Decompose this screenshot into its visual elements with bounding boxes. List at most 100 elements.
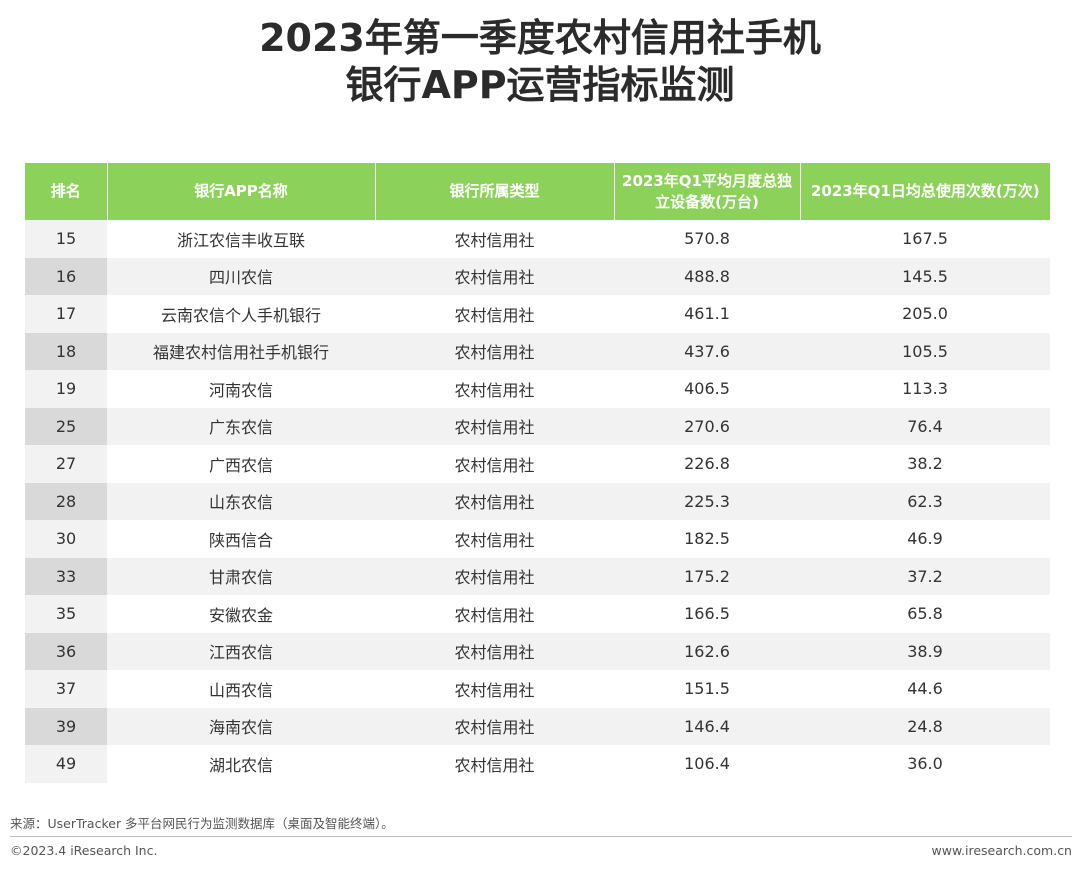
cell-rank: 16 (25, 257, 107, 295)
table-header-row: 排名 银行APP名称 银行所属类型 2023年Q1平均月度总独立设备数(万台) … (25, 163, 1050, 220)
cell-daily-usage: 24.8 (800, 707, 1050, 745)
cell-monthly-devices: 166.5 (684, 604, 730, 624)
header-bank-type: 银行所属类型 (374, 163, 614, 220)
table-row: 33 甘肃农信 农村信用社 175.2 37.2 (25, 557, 1050, 595)
table-row: 30 陕西信合 农村信用社 182.5 46.9 (25, 520, 1050, 558)
cell-app-name: 云南农信个人手机银行 (160, 305, 321, 325)
table-row: 15 浙江农信丰收互联 农村信用社 570.8 167.5 (25, 220, 1050, 258)
cell-app-name: 四川农信 (107, 257, 375, 295)
cell-monthly-devices: 461.1 (684, 304, 730, 324)
cell-rank: 18 (25, 332, 107, 370)
cell-bank-type: 农村信用社 (375, 332, 614, 370)
table-row: 37 山西农信 农村信用社 151.5 44.6 (25, 670, 1050, 708)
cell-bank-type: 农村信用社 (375, 257, 614, 295)
cell-rank: 49 (25, 745, 107, 783)
table-row: 27 广西农信 农村信用社 226.8 38.2 (25, 445, 1050, 483)
cell-app-name: 海南农信 (107, 707, 375, 745)
cell-rank: 36 (25, 632, 107, 670)
cell-rank: 28 (25, 482, 107, 520)
cell-app-name: 甘肃农信 (107, 557, 375, 595)
cell-bank-type: 农村信用社 (375, 482, 614, 520)
cell-bank-type: 农村信用社 (454, 755, 535, 775)
table-row: 25 广东农信 农村信用社 270.6 76.4 (25, 407, 1050, 445)
cell-monthly-devices: 270.6 (614, 407, 800, 445)
header-daily-usage: 2023年Q1日均总使用次数(万次) (799, 163, 1050, 220)
cell-bank-type: 农村信用社 (454, 680, 535, 700)
cell-monthly-devices: 151.5 (684, 679, 730, 699)
cell-daily-usage: 65.8 (907, 604, 943, 624)
cell-monthly-devices: 226.8 (684, 454, 730, 474)
table-row: 39 海南农信 农村信用社 146.4 24.8 (25, 707, 1050, 745)
cell-monthly-devices: 406.5 (684, 379, 730, 399)
cell-monthly-devices: 488.8 (614, 257, 800, 295)
cell-rank: 33 (25, 557, 107, 595)
cell-monthly-devices: 162.6 (614, 632, 800, 670)
cell-daily-usage: 113.3 (902, 379, 948, 399)
cell-rank: 17 (25, 295, 107, 333)
cell-monthly-devices: 106.4 (684, 754, 730, 774)
cell-daily-usage: 36.0 (907, 754, 943, 774)
cell-app-name: 山东农信 (107, 482, 375, 520)
cell-app-name: 福建农村信用社手机银行 (107, 332, 375, 370)
footer-divider (10, 836, 1072, 837)
table-row: 17 云南农信个人手机银行 农村信用社 461.1 205.0 (25, 295, 1050, 333)
cell-bank-type: 农村信用社 (375, 407, 614, 445)
ranking-table: 排名 银行APP名称 银行所属类型 2023年Q1平均月度总独立设备数(万台) … (25, 163, 1050, 783)
cell-rank: 19 (25, 370, 107, 408)
cell-bank-type: 农村信用社 (375, 557, 614, 595)
cell-rank: 30 (25, 520, 107, 558)
table-row: 19 河南农信 农村信用社 406.5 113.3 (25, 370, 1050, 408)
cell-daily-usage: 145.5 (800, 257, 1050, 295)
cell-app-name: 江西农信 (107, 632, 375, 670)
cell-daily-usage: 105.5 (800, 332, 1050, 370)
cell-app-name: 广东农信 (107, 407, 375, 445)
cell-monthly-devices: 437.6 (614, 332, 800, 370)
cell-app-name: 安徽农金 (208, 605, 273, 625)
cell-rank: 25 (25, 407, 107, 445)
header-rank: 排名 (25, 163, 107, 220)
table-row: 35 安徽农金 农村信用社 166.5 65.8 (25, 595, 1050, 633)
cell-rank: 35 (25, 595, 107, 633)
cell-bank-type: 农村信用社 (454, 455, 535, 475)
cell-monthly-devices: 146.4 (614, 707, 800, 745)
cell-daily-usage: 37.2 (800, 557, 1050, 595)
header-app-name: 银行APP名称 (106, 163, 375, 220)
cell-bank-type: 农村信用社 (454, 530, 535, 550)
cell-monthly-devices: 225.3 (614, 482, 800, 520)
cell-bank-type: 农村信用社 (454, 605, 535, 625)
cell-app-name: 陕西信合 (208, 530, 273, 550)
cell-daily-usage: 46.9 (907, 529, 943, 549)
cell-app-name: 河南农信 (208, 380, 273, 400)
cell-app-name: 广西农信 (208, 455, 273, 475)
cell-app-name: 湖北农信 (208, 755, 273, 775)
cell-monthly-devices: 570.8 (684, 229, 730, 249)
cell-bank-type: 农村信用社 (375, 707, 614, 745)
header-monthly-devices: 2023年Q1平均月度总独立设备数(万台) (613, 163, 800, 220)
table-row: 28 山东农信 农村信用社 225.3 62.3 (25, 482, 1050, 520)
table-row: 16 四川农信 农村信用社 488.8 145.5 (25, 257, 1050, 295)
cell-monthly-devices: 182.5 (684, 529, 730, 549)
cell-rank: 39 (25, 707, 107, 745)
cell-rank: 27 (25, 445, 107, 483)
page-title-line-1: 2023年第一季度农村信用社手机 (259, 16, 821, 60)
cell-rank: 37 (25, 670, 107, 708)
copyright: ©2023.4 iResearch Inc. (10, 843, 158, 858)
cell-bank-type: 农村信用社 (454, 230, 535, 250)
table-row: 49 湖北农信 农村信用社 106.4 36.0 (25, 745, 1050, 783)
cell-daily-usage: 62.3 (800, 482, 1050, 520)
cell-daily-usage: 38.9 (800, 632, 1050, 670)
cell-daily-usage: 44.6 (907, 679, 943, 699)
cell-daily-usage: 205.0 (902, 304, 948, 324)
source-note: 来源：UserTracker 多平台网民行为监测数据库（桌面及智能终端）。 (10, 816, 394, 831)
website-link[interactable]: www.iresearch.com.cn (931, 843, 1073, 858)
page-title-line-2: 银行APP运营指标监测 (345, 63, 735, 107)
cell-bank-type: 农村信用社 (454, 380, 535, 400)
table-row: 36 江西农信 农村信用社 162.6 38.9 (25, 632, 1050, 670)
cell-app-name: 浙江农信丰收互联 (176, 230, 305, 250)
table-body: 15 浙江农信丰收互联 农村信用社 570.8 167.5 16 四川农信 农村信用社 488.… (25, 220, 1050, 783)
cell-daily-usage: 38.2 (907, 454, 943, 474)
cell-monthly-devices: 175.2 (614, 557, 800, 595)
cell-bank-type: 农村信用社 (375, 632, 614, 670)
cell-rank: 15 (25, 220, 107, 258)
cell-bank-type: 农村信用社 (454, 305, 535, 325)
